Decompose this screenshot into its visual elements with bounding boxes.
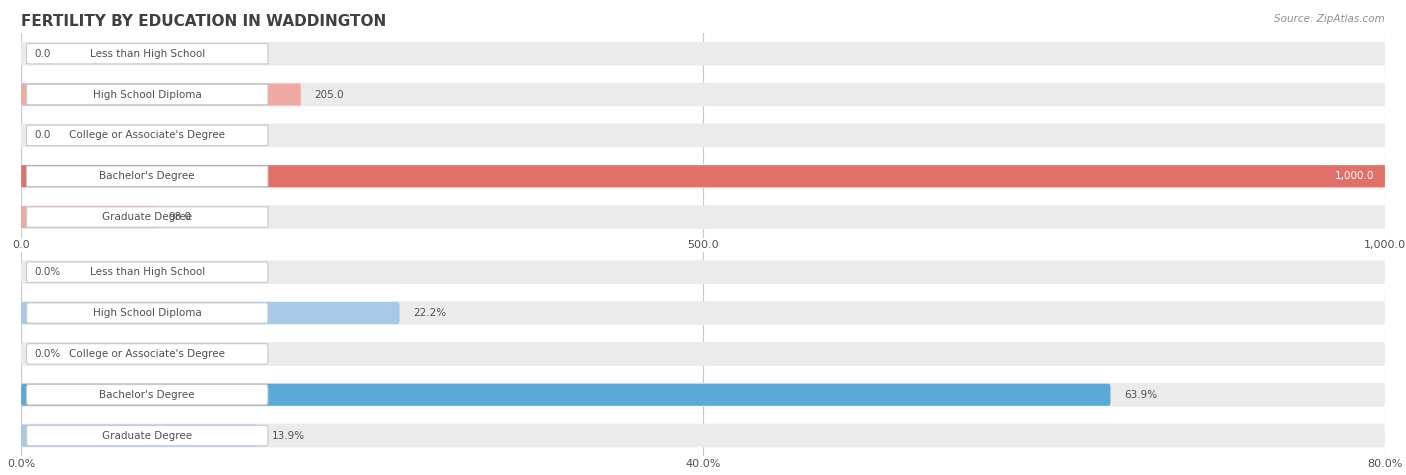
- Text: Source: ZipAtlas.com: Source: ZipAtlas.com: [1274, 14, 1385, 24]
- FancyBboxPatch shape: [21, 205, 1385, 229]
- FancyBboxPatch shape: [27, 426, 269, 446]
- FancyBboxPatch shape: [27, 385, 269, 405]
- Text: 0.0%: 0.0%: [35, 349, 60, 359]
- Text: Graduate Degree: Graduate Degree: [103, 212, 193, 222]
- Text: FERTILITY BY EDUCATION IN WADDINGTON: FERTILITY BY EDUCATION IN WADDINGTON: [21, 14, 387, 29]
- FancyBboxPatch shape: [21, 124, 1385, 147]
- Text: 0.0%: 0.0%: [35, 267, 60, 277]
- FancyBboxPatch shape: [27, 344, 269, 364]
- FancyBboxPatch shape: [21, 302, 399, 324]
- FancyBboxPatch shape: [21, 206, 155, 228]
- Text: High School Diploma: High School Diploma: [93, 308, 201, 318]
- Text: High School Diploma: High School Diploma: [93, 89, 201, 100]
- Text: 205.0: 205.0: [315, 89, 344, 100]
- Text: 0.0: 0.0: [35, 48, 51, 59]
- FancyBboxPatch shape: [21, 425, 259, 446]
- FancyBboxPatch shape: [21, 84, 301, 105]
- FancyBboxPatch shape: [27, 207, 269, 228]
- Text: Bachelor's Degree: Bachelor's Degree: [100, 390, 195, 400]
- FancyBboxPatch shape: [27, 303, 269, 323]
- Text: 1,000.0: 1,000.0: [1334, 171, 1374, 181]
- FancyBboxPatch shape: [21, 165, 1385, 187]
- Text: 98.0: 98.0: [169, 212, 191, 222]
- FancyBboxPatch shape: [21, 42, 1385, 66]
- Text: College or Associate's Degree: College or Associate's Degree: [69, 130, 225, 141]
- Text: 13.9%: 13.9%: [271, 430, 305, 441]
- Text: Less than High School: Less than High School: [90, 48, 205, 59]
- Text: 22.2%: 22.2%: [413, 308, 446, 318]
- FancyBboxPatch shape: [21, 383, 1385, 407]
- Text: 63.9%: 63.9%: [1123, 390, 1157, 400]
- FancyBboxPatch shape: [27, 85, 269, 105]
- FancyBboxPatch shape: [21, 83, 1385, 106]
- FancyBboxPatch shape: [27, 125, 269, 145]
- Text: Graduate Degree: Graduate Degree: [103, 430, 193, 441]
- FancyBboxPatch shape: [21, 260, 1385, 284]
- FancyBboxPatch shape: [27, 166, 269, 186]
- Text: Less than High School: Less than High School: [90, 267, 205, 277]
- FancyBboxPatch shape: [21, 164, 1385, 188]
- FancyBboxPatch shape: [21, 342, 1385, 366]
- FancyBboxPatch shape: [21, 424, 1385, 447]
- FancyBboxPatch shape: [27, 262, 269, 282]
- FancyBboxPatch shape: [27, 44, 269, 64]
- Text: 0.0: 0.0: [35, 130, 51, 141]
- Text: Bachelor's Degree: Bachelor's Degree: [100, 171, 195, 181]
- Text: College or Associate's Degree: College or Associate's Degree: [69, 349, 225, 359]
- FancyBboxPatch shape: [21, 384, 1111, 406]
- FancyBboxPatch shape: [21, 301, 1385, 325]
